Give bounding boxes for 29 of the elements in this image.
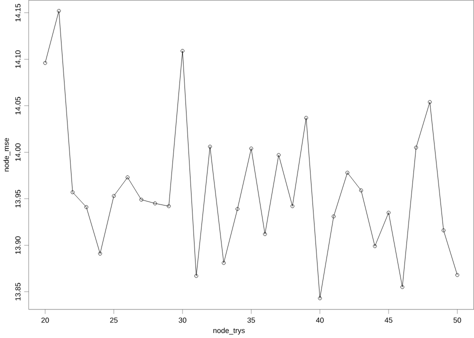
point: [222, 261, 226, 265]
point: [359, 188, 364, 192]
point: [414, 146, 418, 150]
point: [70, 190, 74, 194]
point: [276, 153, 281, 157]
point: [112, 194, 116, 198]
point: [180, 48, 184, 53]
point: [346, 170, 350, 175]
point: [400, 285, 404, 289]
point: [290, 204, 294, 208]
point: [166, 204, 171, 208]
point: [153, 202, 157, 206]
point: [263, 232, 267, 236]
point: [428, 100, 432, 104]
point: [304, 116, 308, 120]
point: [386, 210, 390, 215]
point: [194, 274, 198, 278]
point: [442, 228, 446, 232]
point: [139, 198, 144, 202]
point: [318, 296, 322, 300]
point: [208, 144, 212, 149]
point: [372, 244, 377, 248]
point: [236, 207, 240, 211]
point: [332, 214, 336, 218]
point: [84, 205, 88, 209]
point: [56, 9, 61, 13]
point: [98, 252, 102, 256]
point: [249, 146, 254, 150]
point: [126, 175, 130, 180]
